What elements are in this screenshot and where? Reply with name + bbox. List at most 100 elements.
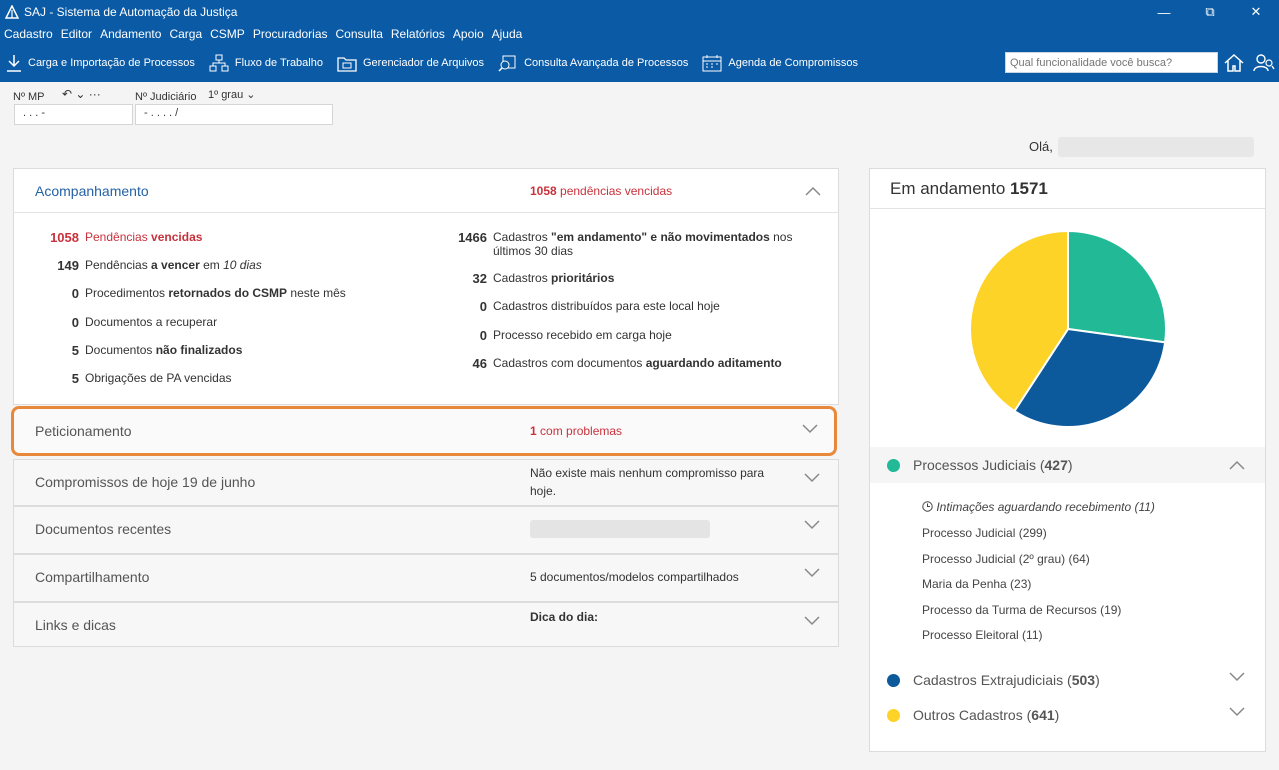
stat-number: 32 xyxy=(472,271,487,286)
menu-apoio[interactable]: Apoio xyxy=(452,27,484,41)
acompanhamento-summary-count: 1058 xyxy=(530,183,557,198)
chevron-down-icon[interactable] xyxy=(804,568,820,578)
documentos-recentes-panel[interactable]: Documentos recentes xyxy=(13,506,839,554)
user-switch-icon[interactable] xyxy=(1253,52,1275,74)
stat-cadastros-prioritarios[interactable]: 32 Cadastros prioritários xyxy=(439,271,615,286)
fluxo-trabalho-label: Fluxo de Trabalho xyxy=(234,57,323,69)
carga-importacao-button[interactable]: Carga e Importação de Processos xyxy=(6,54,195,72)
stat-pendencias-a-vencer[interactable]: 149 Pendências a vencer em 10 dias xyxy=(34,258,262,273)
peticionamento-panel[interactable]: Peticionamento 1 com problemas xyxy=(11,406,837,456)
stat-label: Cadastros prioritários xyxy=(493,271,614,286)
chevron-down-icon[interactable] xyxy=(802,424,818,434)
download-icon xyxy=(7,55,21,72)
home-icon[interactable] xyxy=(1223,52,1245,74)
documentos-recentes-title: Documentos recentes xyxy=(35,521,172,537)
menu-editor[interactable]: Editor xyxy=(60,27,93,41)
links-dicas-panel[interactable]: Links e dicas Dica do dia: xyxy=(13,602,839,647)
menu-ajuda[interactable]: Ajuda xyxy=(491,27,523,41)
stat-obrigacoes-pa[interactable]: 5 Obrigações de PA vencidas xyxy=(34,371,232,386)
calendar-icon xyxy=(702,55,722,72)
links-dicas-title: Links e dicas xyxy=(35,617,116,633)
legend-cadastros-extrajudiciais[interactable]: Cadastros Extrajudiciais (503) xyxy=(870,662,1265,698)
stat-italic-text: 10 dias xyxy=(223,258,262,272)
pie-slice-outros-cadastros[interactable] xyxy=(969,229,1069,413)
chevron-down-icon[interactable] xyxy=(1229,672,1245,682)
menu-andamento[interactable]: Andamento xyxy=(100,27,162,41)
chevron-down-icon[interactable] xyxy=(804,616,820,626)
legend-outros-cadastros[interactable]: Outros Cadastros (641) xyxy=(870,697,1265,733)
chevron-down-icon[interactable] xyxy=(1229,707,1245,717)
mp-history-menu[interactable]: ↶ ⌄ ··· xyxy=(62,87,101,101)
menu-carga[interactable]: Carga xyxy=(169,27,203,41)
menu-consulta[interactable]: Consulta xyxy=(335,27,383,41)
sub-item-processo-judicial-2-grau[interactable]: Processo Judicial (2º grau) (64) xyxy=(922,552,1090,566)
menu-csmp[interactable]: CSMP xyxy=(210,27,245,41)
stat-documentos-recuperar[interactable]: 0 Documentos a recuperar xyxy=(34,315,217,330)
judicial-number-field[interactable]: - . . . . / xyxy=(135,104,333,125)
menu-procuradorias[interactable]: Procuradorias xyxy=(252,27,328,41)
stat-cadastros-nao-movimentados[interactable]: 1466 Cadastros "em andamento" e não movi… xyxy=(439,230,809,258)
agenda-compromissos-button[interactable]: Agenda de Compromissos xyxy=(702,54,858,72)
chevron-down-icon[interactable] xyxy=(804,520,820,530)
legend-count: 641 xyxy=(1031,707,1055,723)
compartilhamento-panel[interactable]: Compartilhamento 5 documentos/modelos co… xyxy=(13,554,839,602)
peticionamento-count: 1 xyxy=(530,424,537,438)
grau-select[interactable]: 1º grau ⌄ xyxy=(208,89,256,101)
stat-text: Documentos xyxy=(85,343,156,357)
acompanhamento-title: Acompanhamento xyxy=(35,182,149,199)
acompanhamento-header[interactable]: Acompanhamento 1058 pendências vencidas xyxy=(14,169,839,213)
stat-number: 0 xyxy=(479,299,487,314)
restore-button[interactable]: ⧉ xyxy=(1205,4,1215,19)
stat-number: 5 xyxy=(71,371,79,386)
legend-processos-judiciais[interactable]: Processos Judiciais (427) xyxy=(870,447,1265,483)
stat-text: Pendências xyxy=(85,230,152,244)
stat-processo-recebido[interactable]: 0 Processo recebido em carga hoje xyxy=(439,328,672,343)
consulta-avancada-button[interactable]: Consulta Avançada de Processos xyxy=(498,54,688,72)
menu-relatorios[interactable]: Relatórios xyxy=(390,27,445,41)
stat-text: Cadastros com documentos xyxy=(493,356,646,370)
stat-label: Pendências vencidas xyxy=(85,230,202,245)
legend-count: 503 xyxy=(1071,672,1096,688)
close-button[interactable]: ✕ xyxy=(1250,4,1262,19)
compromissos-panel[interactable]: Compromissos de hoje 19 de junho Não exi… xyxy=(13,459,839,506)
stat-pendencias-vencidas[interactable]: 1058 Pendências vencidas xyxy=(34,230,202,245)
agenda-compromissos-label: Agenda de Compromissos xyxy=(728,57,858,69)
sub-item-turma-recursos[interactable]: Processo da Turma de Recursos (19) xyxy=(922,603,1122,617)
chevron-up-icon[interactable] xyxy=(1229,460,1245,470)
legend-text: Cadastros Extrajudiciais xyxy=(913,672,1064,688)
advanced-search-icon xyxy=(498,55,516,72)
compartilhamento-summary: 5 documentos/modelos compartilhados xyxy=(530,570,739,584)
stat-cadastros-distribuidos[interactable]: 0 Cadastros distribuídos para este local… xyxy=(439,299,720,314)
chevron-up-icon[interactable] xyxy=(805,186,821,196)
stat-text: em xyxy=(199,258,224,272)
stat-cadastros-aditamento[interactable]: 46 Cadastros com documentos aguardando a… xyxy=(439,356,782,371)
functionality-search-input[interactable] xyxy=(1005,52,1218,73)
stat-text: nos xyxy=(769,230,793,244)
stat-documentos-nao-finalizados[interactable]: 5 Documentos não finalizados xyxy=(34,343,243,358)
menu-cadastro[interactable]: Cadastro xyxy=(4,27,53,41)
stat-text: Cadastros xyxy=(493,271,552,285)
stat-text: Pendências xyxy=(85,258,152,272)
stat-number: 1058 xyxy=(50,230,79,245)
pie-slice-processos-judiciais[interactable] xyxy=(1067,229,1167,344)
stat-bold-text: a vencer xyxy=(151,258,200,272)
stat-number: 0 xyxy=(71,286,79,301)
sub-item-processo-judicial[interactable]: Processo Judicial (299) xyxy=(922,526,1047,540)
em-andamento-title-text: Em andamento xyxy=(890,179,1006,198)
compromissos-title: Compromissos de hoje 19 de junho xyxy=(35,474,256,490)
stat-procedimentos-retornados[interactable]: 0 Procedimentos retornados do CSMP neste… xyxy=(34,286,346,301)
chevron-down-icon[interactable] xyxy=(804,473,820,483)
gerenciador-arquivos-button[interactable]: Gerenciador de Arquivos xyxy=(337,54,484,72)
stat-bold-text: não finalizados xyxy=(155,343,243,357)
gerenciador-arquivos-label: Gerenciador de Arquivos xyxy=(362,57,485,69)
sub-item-processo-eleitoral[interactable]: Processo Eleitoral (11) xyxy=(922,628,1043,642)
carga-importacao-label: Carga e Importação de Processos xyxy=(28,57,195,69)
sub-item-intimacoes[interactable]: Intimações aguardando recebimento (11) xyxy=(922,500,1155,514)
fluxo-trabalho-button[interactable]: Fluxo de Trabalho xyxy=(209,54,323,72)
stat-label: Documentos a recuperar xyxy=(85,315,218,329)
sub-item-maria-da-penha[interactable]: Maria da Penha (23) xyxy=(922,577,1032,591)
minimize-button[interactable]: — xyxy=(1157,4,1171,20)
mp-number-field[interactable]: . . . - xyxy=(14,104,133,125)
legend-label-cadastros-extrajudiciais: Cadastros Extrajudiciais (503) xyxy=(913,672,1100,688)
stat-number: 149 xyxy=(57,258,79,273)
